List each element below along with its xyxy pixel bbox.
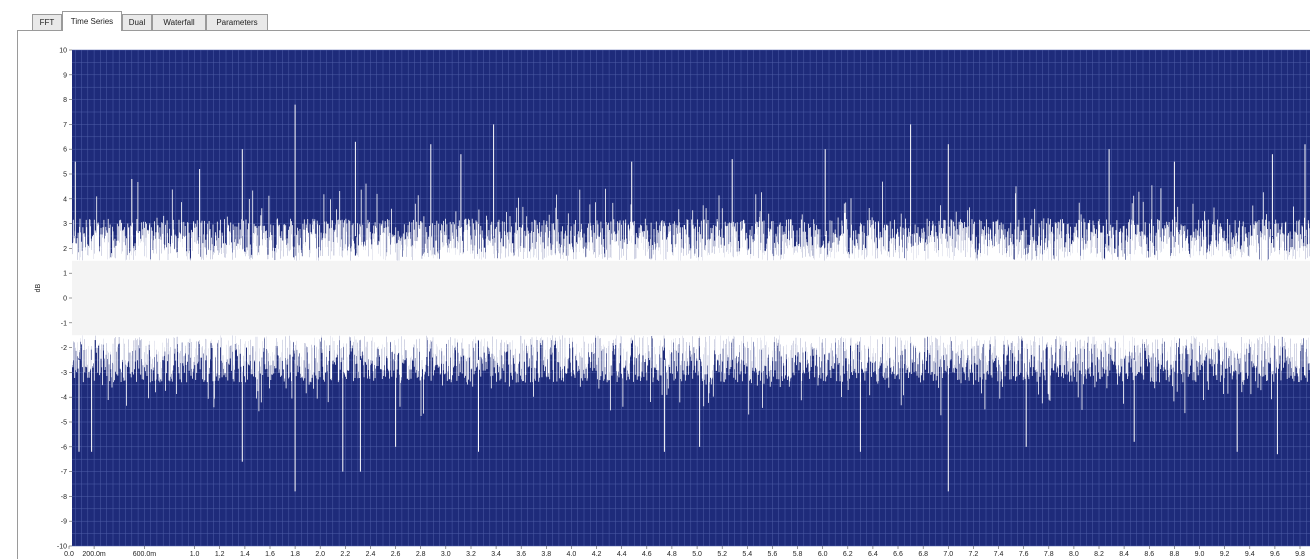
x-tick-label: 1.8 <box>290 551 300 558</box>
x-tick-label: 7.6 <box>1019 551 1029 558</box>
x-tick-label: 8.6 <box>1144 551 1154 558</box>
x-tick-label: 9.2 <box>1220 551 1230 558</box>
x-tick-label: 0.0 <box>64 551 74 558</box>
y-tick-label: 8 <box>63 97 67 104</box>
x-tick-label: 5.4 <box>742 551 752 558</box>
y-tick-label: -8 <box>61 494 67 501</box>
y-tick-label: -2 <box>61 345 67 352</box>
x-tick-label: 1.0 <box>190 551 200 558</box>
x-tick-label: 5.8 <box>793 551 803 558</box>
y-axis-label: dB <box>35 283 42 292</box>
x-tick-label: 600.0m <box>133 551 157 558</box>
x-tick-label: 6.8 <box>918 551 928 558</box>
x-tick-label: 4.6 <box>642 551 652 558</box>
y-tick-label: 6 <box>63 147 67 154</box>
x-tick-label: 8.0 <box>1069 551 1079 558</box>
x-tick-label: 7.4 <box>994 551 1004 558</box>
x-tick-label: 1.4 <box>240 551 250 558</box>
x-tick-label: 4.8 <box>667 551 677 558</box>
x-tick-label: 1.6 <box>265 551 275 558</box>
y-tick-label: 0 <box>63 296 67 303</box>
y-tick-label: 1 <box>63 271 67 278</box>
x-tick-label: 6.0 <box>818 551 828 558</box>
x-tick-label: 5.0 <box>692 551 702 558</box>
tab-time-series[interactable]: Time Series <box>62 11 122 31</box>
x-tick-label: 2.6 <box>391 551 401 558</box>
x-tick-label: 8.8 <box>1170 551 1180 558</box>
y-tick-label: 4 <box>63 196 67 203</box>
x-tick-label: 7.2 <box>969 551 979 558</box>
x-tick-label: 8.2 <box>1094 551 1104 558</box>
x-tick-label: 6.4 <box>868 551 878 558</box>
y-tick-label: -7 <box>61 469 67 476</box>
y-tick-label: 10 <box>59 48 67 55</box>
x-tick-label: 4.4 <box>617 551 627 558</box>
y-tick-label: 3 <box>63 221 67 228</box>
x-tick-label: 8.4 <box>1119 551 1129 558</box>
y-tick-label: -1 <box>61 320 67 327</box>
x-tick-label: 1.2 <box>215 551 225 558</box>
y-tick-label: -3 <box>61 370 67 377</box>
x-tick-label: 200.0m <box>82 551 106 558</box>
y-tick-label: -6 <box>61 444 67 451</box>
x-tick-label: 2.0 <box>315 551 325 558</box>
x-tick-label: 4.2 <box>592 551 602 558</box>
signal-band <box>72 261 1310 335</box>
y-tick-label: 2 <box>63 246 67 253</box>
x-tick-label: 7.8 <box>1044 551 1054 558</box>
x-tick-label: 3.8 <box>541 551 551 558</box>
x-tick-label: 9.6 <box>1270 551 1280 558</box>
y-tick-label: 9 <box>63 72 67 79</box>
y-tick-label: -5 <box>61 420 67 427</box>
x-tick-label: 7.0 <box>943 551 953 558</box>
x-tick-label: 9.0 <box>1195 551 1205 558</box>
x-tick-label: 3.2 <box>466 551 476 558</box>
y-tick-label: -9 <box>61 519 67 526</box>
x-tick-label: 3.0 <box>441 551 451 558</box>
x-tick-label: 2.2 <box>340 551 350 558</box>
y-tick-label: 7 <box>63 122 67 129</box>
x-tick-label: 6.6 <box>893 551 903 558</box>
x-tick-label: 4.0 <box>567 551 577 558</box>
y-tick-label: -10 <box>57 544 67 551</box>
x-tick-label: 5.2 <box>717 551 727 558</box>
x-tick-label: 2.4 <box>366 551 376 558</box>
x-tick-label: 9.4 <box>1245 551 1255 558</box>
x-tick-label: 2.8 <box>416 551 426 558</box>
y-tick-label: -4 <box>61 395 67 402</box>
x-tick-label: 3.6 <box>516 551 526 558</box>
x-tick-label: 3.4 <box>491 551 501 558</box>
x-axis: 0.0 200.0m 600.0m 1.0 1.2 1.4 1.6 1.8 2.0 2.2 2.4 2… <box>64 546 1305 558</box>
x-tick-label: 6.2 <box>843 551 853 558</box>
x-tick-label: 9.8 <box>1295 551 1305 558</box>
y-tick-label: 5 <box>63 172 67 179</box>
x-tick-label: 5.6 <box>768 551 778 558</box>
